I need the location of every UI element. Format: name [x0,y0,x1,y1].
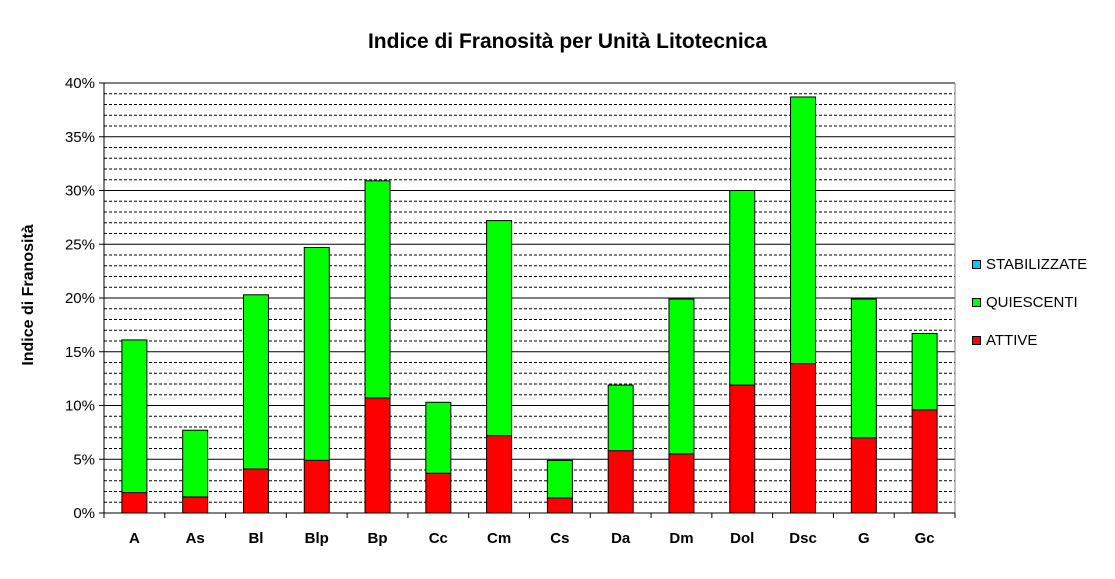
legend-label-quiescenti: QUIESCENTI [986,293,1078,311]
y-tick-label: 0% [73,505,95,522]
bar-quiescenti-as [182,429,209,498]
legend-item-quiescenti: QUIESCENTI [972,292,1087,312]
legend-item-stabilizzate: STABILIZZATE [972,254,1087,274]
bar-attive-da [607,450,634,514]
y-tick-label: 15% [65,344,95,361]
bar-attive-g [850,437,877,514]
y-tick-label: 5% [73,451,95,468]
x-tick-label: G [858,530,870,547]
bar-quiescenti-dm [668,298,695,455]
bar-attive-a [121,492,148,514]
bar-quiescenti-bl [242,294,269,470]
x-tick-label: Dol [730,530,754,547]
x-tick-label: Cm [487,530,511,547]
x-tick-label: Blp [305,530,329,547]
x-tick-label: A [129,530,140,547]
bar-quiescenti-da [607,384,634,452]
bar-quiescenti-dsc [790,96,817,365]
bar-quiescenti-dol [729,190,756,386]
x-tick-label: Cs [550,530,569,547]
y-tick-label: 35% [65,129,95,146]
bar-quiescenti-gc [911,332,938,411]
bar-attive-gc [911,409,938,514]
x-tick-label: Da [611,530,631,547]
x-tick-label: Cc [429,530,448,547]
bar-attive-bp [364,397,391,514]
legend-swatch-attive [972,335,981,345]
bar-attive-dm [668,453,695,514]
bar-quiescenti-cm [486,220,513,437]
x-tick-label: Gc [915,530,935,547]
legend: STABILIZZATE QUIESCENTI ATTIVE [972,254,1087,368]
x-tick-label: Bl [248,530,263,547]
bar-attive-cs [546,497,573,514]
y-tick-label: 30% [65,183,95,200]
y-tick-label: 40% [65,75,95,92]
y-tick-label: 20% [65,290,95,307]
bar-attive-cc [425,472,452,514]
bar-attive-as [182,496,209,514]
y-tick-label: 25% [65,236,95,253]
bar-attive-bl [242,468,269,514]
bar-quiescenti-cc [425,401,452,474]
bar-quiescenti-a [121,339,148,494]
x-tick-label: Dsc [789,530,817,547]
bar-quiescenti-g [850,298,877,439]
chart-title: Indice di Franosità per Unità Litotecnic… [367,30,768,53]
legend-label-attive: ATTIVE [986,331,1038,349]
bar-attive-cm [486,435,513,514]
bar-quiescenti-blp [303,246,330,461]
legend-swatch-stabilizzate [972,259,981,269]
y-tick-label: 10% [65,398,95,415]
bar-quiescenti-bp [364,180,391,399]
x-tick-label: As [186,530,205,547]
x-tick-label: Bp [368,530,388,547]
legend-label-stabilizzate: STABILIZZATE [986,255,1088,273]
bar-quiescenti-cs [546,459,573,499]
bar-attive-dol [729,384,756,514]
bar-attive-blp [303,459,330,514]
legend-swatch-quiescenti [972,297,981,307]
bar-attive-dsc [790,363,817,514]
legend-item-attive: ATTIVE [972,330,1087,350]
x-tick-label: Dm [669,530,693,547]
